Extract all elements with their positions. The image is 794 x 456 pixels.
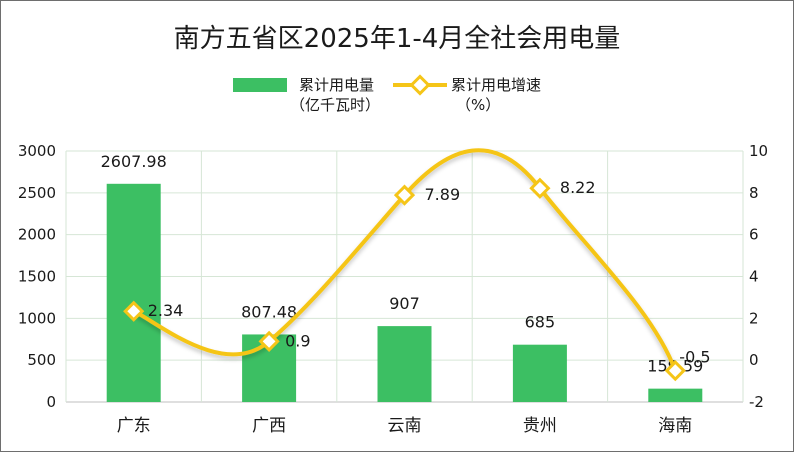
line-marker: [123, 300, 145, 322]
bar-data-label: 907: [389, 294, 420, 313]
right-tick-label: 2: [749, 309, 759, 327]
category-label: 贵州: [523, 416, 557, 436]
left-tick-label: 0: [46, 393, 56, 411]
line-marker: [529, 177, 551, 199]
right-tick-label: 6: [749, 226, 759, 244]
line-data-label: 2.34: [148, 301, 184, 320]
growth-line: [123, 148, 686, 382]
line-marker: [393, 184, 416, 206]
right-tick-label: 10: [749, 142, 768, 160]
line-data-label: 8.22: [560, 178, 596, 197]
gridlines: [65, 150, 744, 403]
bar: [512, 344, 567, 402]
right-tick-label: 0: [749, 351, 759, 369]
legend-label-line-line1: 累计用电增速: [451, 76, 541, 94]
right-tick-label: 4: [749, 268, 759, 286]
bar-data-label: 685: [525, 313, 556, 332]
legend-swatch-marker: [409, 74, 431, 96]
right-tick-label: 8: [749, 184, 759, 202]
right-axis-ticks: -2 0 2 4 6 8 10: [749, 142, 768, 411]
right-tick-label: -2: [749, 393, 764, 411]
line-data-label: 7.89: [425, 185, 461, 204]
legend-label-line-line2: （%）: [456, 96, 500, 114]
category-label: 云南: [388, 416, 422, 436]
left-tick-label: 1500: [18, 268, 56, 286]
bars: [106, 183, 703, 402]
left-tick-label: 2500: [18, 184, 56, 202]
left-tick-label: 500: [27, 351, 56, 369]
legend-label-bar-line2: （亿千瓦时）: [290, 96, 380, 114]
line-marker: [664, 360, 686, 382]
category-label: 海南: [658, 416, 692, 436]
bar: [377, 326, 432, 402]
line-marker: [258, 330, 280, 352]
category-label: 广西: [252, 416, 286, 436]
category-label: 广东: [117, 416, 151, 436]
legend: 累计用电量 （亿千瓦时） 累计用电增速 （%）: [233, 74, 541, 114]
chart-title: 南方五省区2025年1-4月全社会用电量: [174, 24, 621, 54]
legend-swatch-bar: [233, 78, 287, 92]
left-tick-label: 1000: [18, 309, 56, 327]
category-labels: 广东 广西 云南 贵州 海南: [117, 416, 693, 436]
line-data-label: -0.5: [679, 348, 710, 367]
bar-data-label: 807.48: [241, 302, 297, 321]
bar: [648, 388, 703, 402]
line-data-label: 0.9: [285, 331, 310, 350]
left-axis-ticks: 0 500 1000 1500 2000 2500 3000: [18, 142, 56, 411]
line-data-labels: 2.34 0.9 7.89 8.22 -0.5: [148, 178, 711, 366]
left-tick-label: 2000: [18, 226, 56, 244]
bar: [106, 183, 161, 402]
bar-data-label: 2607.98: [101, 152, 167, 171]
legend-label-bar-line1: 累计用电量: [299, 76, 374, 94]
left-tick-label: 3000: [18, 142, 56, 160]
